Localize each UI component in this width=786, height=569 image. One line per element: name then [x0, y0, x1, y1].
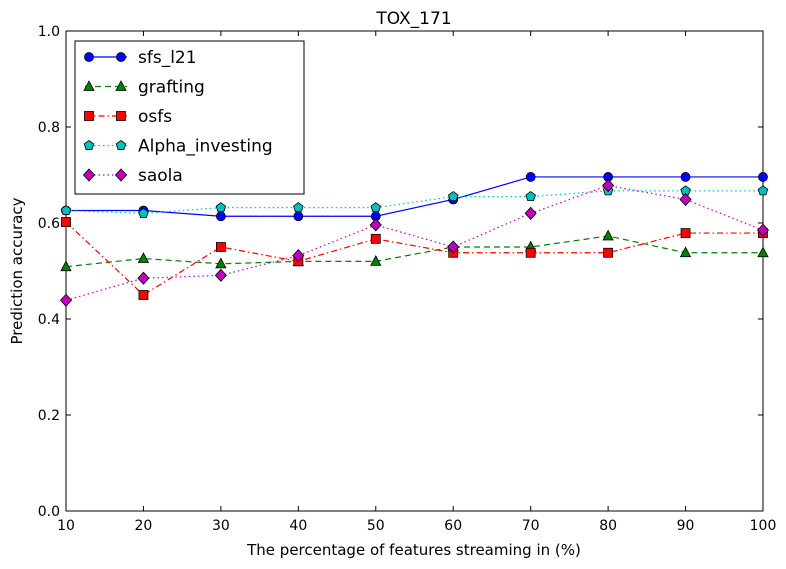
- legend-label: grafting: [138, 78, 205, 98]
- x-tick-label: 100: [750, 518, 777, 534]
- data-point: [138, 290, 149, 300]
- x-axis-title: The percentage of features streaming in …: [246, 541, 581, 559]
- legend-marker: [83, 80, 95, 91]
- series-grafting: [60, 229, 769, 272]
- legend-marker: [82, 168, 96, 182]
- data-point: [60, 205, 72, 215]
- x-tick-label: 90: [677, 518, 695, 534]
- data-point: [292, 249, 305, 263]
- data-point: [525, 247, 536, 258]
- legend-item: saola: [82, 166, 183, 186]
- chart-title: TOX_171: [375, 9, 451, 29]
- data-point: [214, 268, 227, 282]
- y-tick-label: 0.8: [38, 120, 60, 136]
- data-point: [137, 271, 150, 285]
- y-tick-label: 0.6: [38, 216, 60, 232]
- legend-label: Alpha_investing: [138, 137, 273, 157]
- data-point: [756, 223, 770, 237]
- x-tick-label: 10: [57, 518, 75, 534]
- series-line: [66, 176, 763, 217]
- legend-marker: [84, 52, 94, 62]
- y-tick-label: 0.2: [38, 408, 60, 424]
- data-point: [215, 242, 226, 252]
- data-point: [61, 217, 71, 227]
- x-tick-label: 70: [522, 518, 540, 534]
- series-line: [65, 184, 764, 301]
- legend-item: Alpha_investing: [83, 137, 273, 157]
- legend-item: osfs: [84, 107, 172, 127]
- data-point: [293, 211, 304, 222]
- data-point: [757, 185, 769, 196]
- legend-item: sfs_l21: [84, 48, 197, 68]
- data-point: [370, 255, 382, 266]
- legend-box: [74, 40, 305, 195]
- data-point: [602, 229, 614, 241]
- data-point: [370, 202, 382, 213]
- data-point: [215, 211, 226, 222]
- data-point: [447, 240, 460, 254]
- data-point: [60, 260, 72, 272]
- legend-item: grafting: [83, 78, 205, 98]
- data-point: [525, 172, 536, 182]
- data-point: [680, 172, 691, 182]
- data-point: [138, 207, 149, 218]
- data-point: [59, 293, 73, 307]
- series-line: [65, 235, 763, 268]
- x-tick-label: 40: [289, 518, 307, 534]
- legend-marker: [84, 111, 94, 121]
- data-point: [215, 257, 227, 269]
- x-tick-label: 60: [444, 518, 462, 534]
- y-tick-label: 0.4: [38, 312, 60, 328]
- data-point: [370, 233, 381, 244]
- data-point: [215, 202, 227, 213]
- data-point: [137, 252, 150, 263]
- data-point: [602, 178, 615, 193]
- x-tick-label: 50: [367, 518, 385, 534]
- series-line: [65, 221, 763, 296]
- legend-marker: [114, 168, 128, 182]
- data-point: [680, 228, 691, 238]
- x-tick-label: 80: [599, 518, 617, 534]
- series-saola: [59, 178, 770, 307]
- data-point: [758, 172, 768, 182]
- legend-label: sfs_l21: [138, 48, 197, 68]
- legend-marker: [115, 80, 127, 91]
- legend-label: saola: [138, 166, 183, 186]
- legend-marker: [83, 140, 95, 150]
- data-point: [369, 218, 382, 232]
- data-point: [524, 206, 537, 220]
- y-tick-label: 0.0: [38, 504, 60, 520]
- data-point: [679, 192, 692, 207]
- data-point: [447, 191, 459, 202]
- data-point: [603, 247, 614, 258]
- legend-marker: [116, 111, 126, 121]
- legend-marker: [115, 140, 127, 150]
- data-point: [525, 191, 536, 202]
- x-tick-label: 30: [212, 518, 230, 534]
- data-point: [293, 202, 304, 213]
- x-tick-label: 20: [135, 518, 153, 534]
- y-axis-title: Prediction accuracy: [8, 197, 26, 344]
- data-point: [679, 246, 692, 258]
- series-osfs: [61, 217, 768, 300]
- y-tick-label: 1.0: [38, 24, 60, 40]
- legend-marker: [116, 52, 126, 62]
- data-point: [757, 246, 769, 258]
- legend-label: osfs: [138, 107, 172, 127]
